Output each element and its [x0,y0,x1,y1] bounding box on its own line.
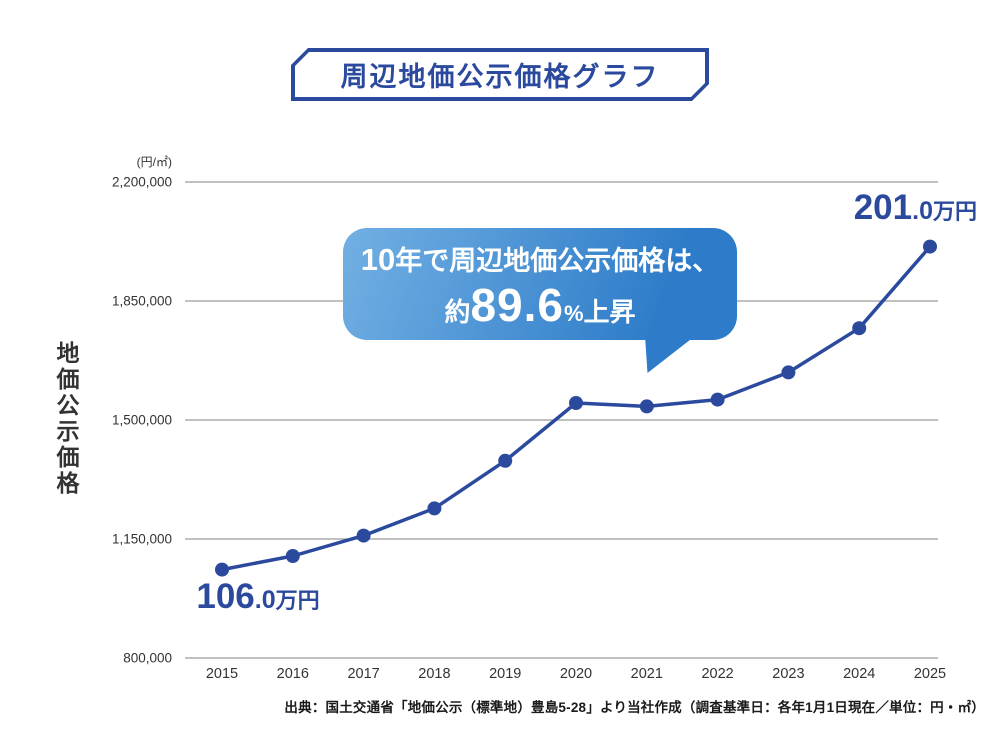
x-tick-label: 2020 [560,666,592,682]
data-point-2019 [498,453,513,468]
y-tick-label: 2,200,000 [112,175,172,190]
x-tick-label: 2025 [914,666,946,682]
data-point-2015 [215,562,229,577]
data-point-2024 [852,321,867,336]
x-tick-label: 2019 [489,666,521,682]
x-tick-label: 2023 [772,666,804,682]
end-value-label: 201.0万円 [853,188,977,227]
start-value-label: 106.0万円 [196,577,320,616]
source-note: 出典：国土交通省「地価公示（標準地）豊島5-28」より当社作成（調査基準日：各年… [284,700,985,715]
x-tick-label: 2022 [701,666,733,682]
x-tick-label: 2016 [277,666,309,682]
data-point-2025 [923,239,937,254]
y-axis-title: 地価公示価格 [53,341,79,497]
data-point-2023 [781,365,796,380]
x-tick-label: 2015 [206,666,238,682]
y-tick-label: 1,850,000 [112,294,172,309]
x-tick-label: 2018 [418,666,450,682]
chart-title: 周辺地価公示価格グラフ [340,62,660,92]
data-point-2021 [639,399,654,414]
data-point-2017 [356,528,371,543]
y-tick-label: 800,000 [123,651,172,666]
data-point-2020 [569,396,583,410]
chart-title-box: 周辺地価公示価格グラフ [291,48,709,101]
callout-bubble: 10年で周辺地価公示価格は、 約89.6%上昇 [343,228,737,340]
y-tick-label: 1,500,000 [112,413,172,428]
x-tick-label: 2017 [347,666,379,682]
data-point-2016 [285,549,300,563]
y-axis-unit-label: (円/㎡) [137,155,172,169]
y-tick-label: 1,150,000 [112,532,172,547]
chart-title-inner: 周辺地価公示価格グラフ [295,52,705,97]
callout-line2: 約89.6%上昇 [444,278,636,331]
x-tick-label: 2024 [843,666,875,682]
data-point-2022 [710,392,725,407]
data-point-2018 [427,501,442,516]
x-tick-label: 2021 [631,666,663,682]
callout-line1: 10年で周辺地価公示価格は、 [360,242,720,277]
